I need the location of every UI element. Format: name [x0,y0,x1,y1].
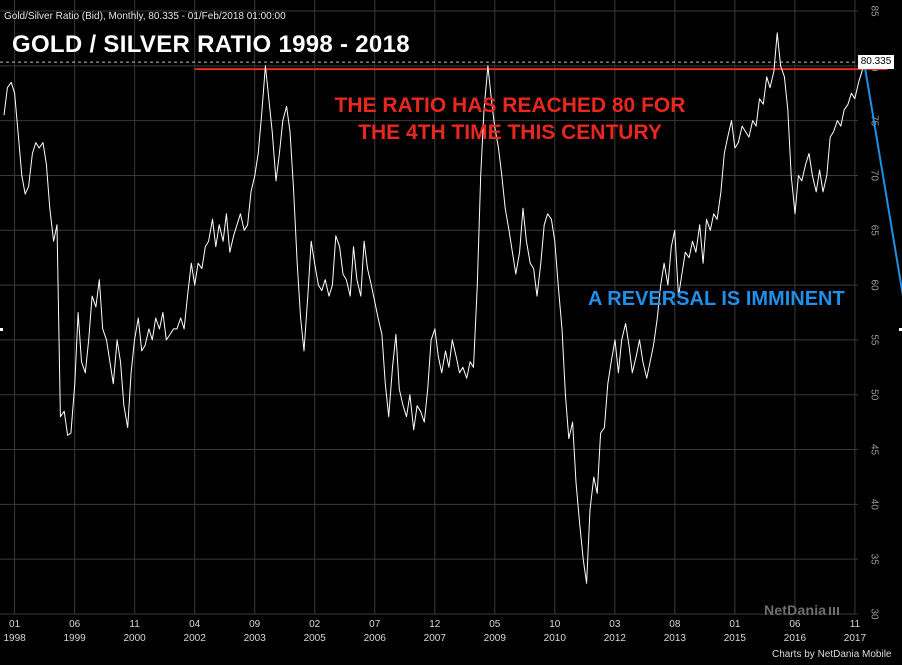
x-tick-month: 08 [669,619,681,630]
x-tick-month: 01 [729,619,741,630]
x-tick-year: 2012 [604,633,627,644]
x-tick-month: 03 [609,619,621,630]
x-tick-month: 02 [309,619,321,630]
y-tick-label: 35 [868,554,879,566]
chart-credits: Charts by NetDania Mobile [772,649,892,660]
chart-info-line: Gold/Silver Ratio (Bid), Monthly, 80.335… [4,11,286,22]
current-price-tag: 80.335 [858,55,894,69]
resistance-annotation-line-1: THE RATIO HAS REACHED 80 FOR [334,94,686,117]
x-tick-month: 10 [549,619,561,630]
chart-title: GOLD / SILVER RATIO 1998 - 2018 [12,31,410,58]
y-tick-label: 45 [868,444,879,456]
x-tick-year: 2003 [244,633,267,644]
resistance-annotation: THE RATIO HAS REACHED 80 FOR THE 4TH TIM… [290,92,730,146]
x-tick-year: 2016 [784,633,807,644]
x-tick-month: 09 [249,619,261,630]
x-tick-year: 2006 [364,633,387,644]
x-tick-month: 07 [369,619,381,630]
x-tick-month: 04 [189,619,201,630]
netdania-logo: NetDania [764,602,842,618]
x-tick-month: 05 [489,619,501,630]
y-tick-label: 40 [868,499,879,511]
right-edge-marker [899,328,902,331]
reversal-arrow-line [862,56,902,297]
x-tick-month: 11 [129,619,140,630]
x-tick-year: 2010 [544,633,567,644]
x-tick-year: 2013 [664,633,687,644]
x-tick-month: 06 [789,619,801,630]
x-tick-year: 2005 [304,633,327,644]
reversal-annotation: A REVERSAL IS IMMINENT [588,288,845,310]
x-tick-year: 2007 [424,633,447,644]
y-tick-label: 30 [868,608,879,620]
left-edge-marker [0,328,3,331]
y-tick-label: 50 [868,389,879,401]
x-tick-year: 2000 [124,633,147,644]
x-tick-month: 12 [429,619,441,630]
y-tick-label: 55 [868,334,879,346]
y-tick-label: 65 [868,225,879,237]
y-tick-label: 85 [868,5,879,17]
y-tick-label: 60 [868,280,879,292]
netdania-bars-icon [829,607,842,615]
resistance-annotation-line-2: THE 4TH TIME THIS CENTURY [358,121,662,144]
x-tick-year: 2009 [484,633,507,644]
x-tick-year: 1999 [64,633,87,644]
ratio-series-line [3,32,864,584]
y-tick-label: 70 [868,170,879,182]
x-tick-year: 1998 [3,633,26,644]
x-tick-year: 2002 [184,633,207,644]
x-tick-month: 06 [69,619,81,630]
x-tick-month: 11 [850,619,861,630]
x-tick-year: 2017 [844,633,867,644]
x-tick-year: 2015 [724,633,747,644]
netdania-logo-text: NetDania [764,602,827,618]
x-tick-month: 01 [9,619,21,630]
